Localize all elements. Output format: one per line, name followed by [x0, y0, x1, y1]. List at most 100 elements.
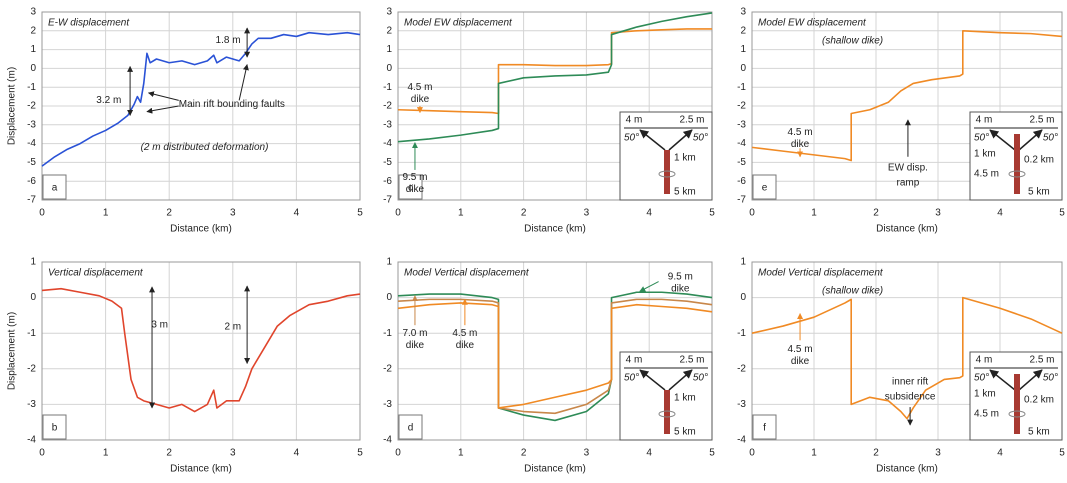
annotation: dike [671, 284, 690, 295]
y-tick-label: -1 [383, 328, 392, 339]
panel-label: f [763, 423, 766, 434]
y-tick-label: -2 [737, 363, 746, 374]
annotation: dike [456, 340, 475, 351]
annotation: 2 m [224, 322, 241, 333]
x-axis-label: Distance (km) [524, 464, 586, 475]
y-tick-label: 2 [386, 25, 392, 36]
y-tick-label: 1 [386, 257, 392, 268]
inset-dike [1014, 374, 1020, 434]
y-tick-label: -5 [383, 157, 392, 168]
y-tick-label: -2 [737, 101, 746, 112]
panel-label-box [42, 414, 67, 440]
annotation: 1.8 m [216, 35, 241, 46]
x-tick-label: 1 [458, 448, 464, 459]
y-tick-label: -7 [27, 195, 36, 206]
y-tick-label: -7 [383, 195, 392, 206]
x-tick-label: 3 [584, 208, 590, 219]
x-tick-label: 5 [357, 448, 363, 459]
y-tick-label: 3 [740, 7, 746, 18]
panel-label-box [398, 414, 423, 440]
y-tick-label: 0 [30, 292, 36, 303]
y-tick-label: 1 [30, 257, 36, 268]
x-tick-label: 4 [997, 208, 1003, 219]
inset-label: 50° [1043, 133, 1058, 144]
inset-fault [989, 129, 1016, 151]
annotation: 4.5 m [407, 82, 432, 93]
data-line [41, 287, 361, 413]
data-line [397, 12, 713, 143]
y-tick-label: -3 [737, 399, 746, 410]
inset-label: 2.5 m [1029, 355, 1054, 366]
y-tick-label: 0 [386, 292, 392, 303]
x-tick-label: 0 [395, 448, 401, 459]
annotation: 7.0 m [402, 328, 427, 339]
inset-label: 1 km [674, 153, 696, 164]
annotation: dike [791, 139, 810, 150]
inset-label: 1 km [974, 149, 996, 160]
inset-label: 50° [624, 133, 639, 144]
panel-label-box [752, 414, 777, 440]
x-tick-label: 4 [294, 208, 300, 219]
inset-label: 4.5 m [974, 409, 999, 420]
y-tick-label: -6 [737, 176, 746, 187]
inset-fault [668, 369, 693, 391]
annotation: dike [411, 94, 430, 105]
inset-label: 5 km [1028, 427, 1050, 438]
inset-label: 50° [693, 373, 708, 384]
y-tick-label: 0 [740, 292, 746, 303]
x-tick-label: 5 [709, 448, 715, 459]
inset-label: 50° [693, 133, 708, 144]
x-tick-label: 3 [935, 208, 941, 219]
plot-frame [41, 11, 361, 201]
y-tick-label: -4 [383, 435, 392, 446]
y-tick-label: 0 [30, 63, 36, 74]
annotation: (2 m distributed deformation) [141, 142, 269, 153]
plot-frame [41, 261, 361, 441]
chart-subtitle: (shallow dike) [822, 286, 883, 297]
inset-label: 4 m [976, 355, 993, 366]
y-tick-label: -4 [737, 138, 746, 149]
y-tick-label: -4 [27, 138, 36, 149]
x-tick-label: 1 [458, 208, 464, 219]
x-tick-label: 2 [873, 448, 879, 459]
annotation: inner rift [892, 377, 928, 388]
inset-fault [639, 129, 666, 151]
panel-label: d [408, 423, 414, 434]
annotation: dike [406, 184, 425, 195]
x-axis-label: Distance (km) [170, 464, 232, 475]
x-tick-label: 4 [997, 448, 1003, 459]
y-tick-label: -7 [737, 195, 746, 206]
y-tick-label: 3 [386, 7, 392, 18]
panel-label: a [52, 183, 58, 194]
data-line [41, 31, 361, 167]
inset-opening [1008, 170, 1026, 178]
chart-title: Model Vertical displacement [758, 268, 884, 279]
x-tick-label: 4 [294, 448, 300, 459]
arrow [639, 281, 659, 292]
y-tick-label: -4 [27, 435, 36, 446]
x-tick-label: 5 [1059, 448, 1065, 459]
x-tick-label: 3 [935, 448, 941, 459]
x-tick-label: 3 [230, 208, 236, 219]
arrow [238, 64, 249, 101]
inset-dike [664, 390, 670, 434]
y-tick-label: -1 [737, 82, 746, 93]
y-tick-label: 1 [740, 44, 746, 55]
inset-label: 2.5 m [679, 115, 704, 126]
inset-label: 1 km [974, 389, 996, 400]
x-axis-label: Distance (km) [876, 464, 938, 475]
plot-area [41, 261, 361, 441]
y-tick-label: -5 [737, 157, 746, 168]
chart-subtitle: (shallow dike) [822, 36, 883, 47]
inset-label: 5 km [674, 427, 696, 438]
annotation: dike [406, 340, 425, 351]
x-tick-label: 0 [39, 208, 45, 219]
arrow [146, 105, 179, 114]
x-tick-label: 1 [811, 208, 817, 219]
x-tick-label: 2 [521, 208, 527, 219]
chart-title: Model EW displacement [404, 18, 513, 29]
y-tick-label: 0 [740, 63, 746, 74]
x-tick-label: 2 [166, 448, 172, 459]
